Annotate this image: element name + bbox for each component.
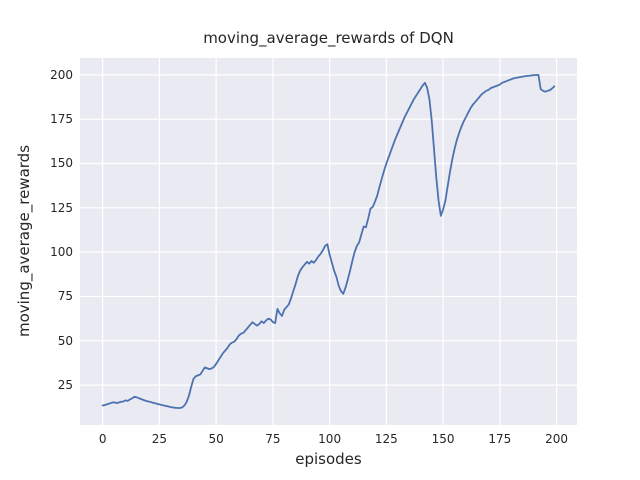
x-tick-label: 150: [431, 432, 455, 446]
y-tick-label: 25: [57, 378, 73, 393]
x-tick-label: 200: [545, 432, 569, 446]
y-tick-label: 75: [57, 289, 73, 304]
y-tick-label: 50: [57, 333, 73, 348]
data-line-moving_average_rewards: [101, 73, 556, 409]
x-tick-label: 75: [265, 432, 281, 446]
x-tick-label: 25: [151, 432, 168, 446]
y-tick-label: 150: [50, 156, 73, 171]
y-tick-label: 125: [50, 200, 73, 215]
y-axis-label: moving_average_rewards: [15, 144, 33, 338]
x-tick-label: 125: [374, 432, 398, 446]
x-tick-label: 0: [98, 432, 107, 446]
y-tick-label: 175: [50, 112, 73, 127]
line-chart-svg: [80, 58, 577, 425]
y-tick-label: 100: [50, 245, 73, 260]
x-axis-label: episodes: [295, 450, 362, 468]
x-tick-label: 50: [208, 432, 224, 446]
plot-area: [80, 58, 577, 425]
chart-title: moving_average_rewards of DQN: [203, 29, 454, 47]
x-tick-label: 100: [318, 432, 342, 446]
x-tick-label: 175: [488, 432, 512, 446]
y-tick-label: 200: [50, 67, 73, 82]
